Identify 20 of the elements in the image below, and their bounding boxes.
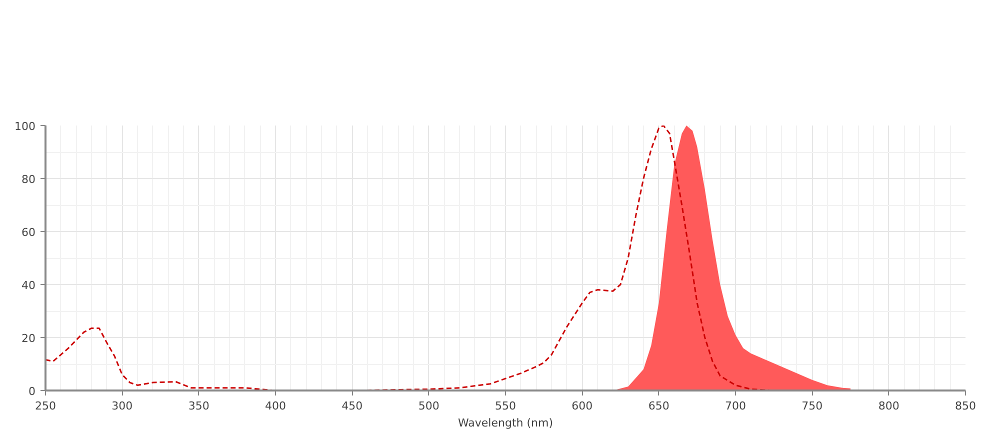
x-tick-label: 650 bbox=[648, 400, 670, 412]
y-tick-label: 40 bbox=[22, 279, 36, 292]
x-tick-label: 300 bbox=[112, 400, 133, 412]
y-tick-label: 0 bbox=[28, 385, 36, 398]
x-tick-label: 350 bbox=[188, 400, 210, 412]
x-tick-label: 500 bbox=[418, 400, 440, 412]
x-tick-label: 800 bbox=[878, 400, 900, 412]
y-tick-label: 100 bbox=[14, 120, 36, 133]
x-tick-label: 250 bbox=[35, 400, 56, 412]
x-tick-label: 850 bbox=[955, 400, 976, 412]
y-tick-label: 20 bbox=[22, 332, 36, 345]
x-tick-label: 600 bbox=[572, 400, 593, 412]
x-tick-label: 450 bbox=[342, 400, 363, 412]
x-axis-title: Wavelength (nm) bbox=[458, 416, 554, 430]
y-tick-label: 60 bbox=[22, 226, 36, 239]
x-tick-label: 400 bbox=[265, 400, 286, 412]
x-tick-label: 550 bbox=[495, 400, 516, 412]
y-tick-label: 80 bbox=[22, 173, 36, 186]
x-tick-label: 700 bbox=[725, 400, 746, 412]
x-tick-label: 750 bbox=[802, 400, 823, 412]
